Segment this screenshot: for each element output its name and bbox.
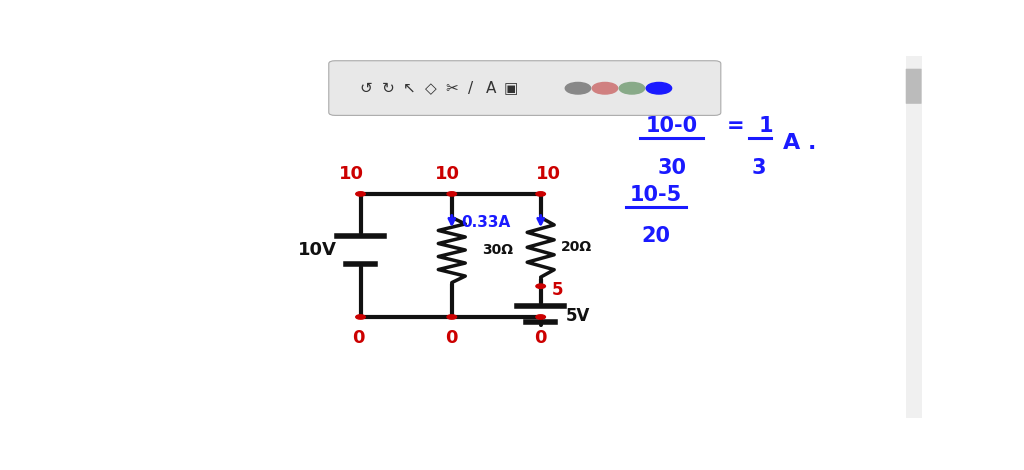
Circle shape — [355, 192, 366, 196]
Text: A .: A . — [782, 133, 816, 153]
Text: 5: 5 — [552, 281, 563, 299]
Bar — [905, 56, 922, 418]
Text: 0: 0 — [445, 329, 458, 347]
Text: 10: 10 — [339, 165, 364, 183]
Text: ✂: ✂ — [445, 81, 458, 96]
Text: A: A — [485, 81, 496, 96]
Circle shape — [646, 82, 672, 94]
Text: 0.33A: 0.33A — [461, 215, 511, 230]
Text: 3: 3 — [752, 158, 766, 178]
Text: 10-0: 10-0 — [645, 116, 697, 136]
FancyBboxPatch shape — [905, 69, 922, 104]
Text: =  1: = 1 — [727, 116, 774, 136]
Circle shape — [620, 82, 645, 94]
Text: ↻: ↻ — [382, 81, 394, 96]
Text: 30Ω: 30Ω — [482, 243, 513, 257]
Text: ◇: ◇ — [425, 81, 436, 96]
Text: 10: 10 — [435, 165, 461, 183]
Text: 10: 10 — [537, 165, 561, 183]
Text: ▣: ▣ — [504, 81, 518, 96]
Circle shape — [355, 315, 366, 319]
Text: 20Ω: 20Ω — [560, 240, 592, 254]
Circle shape — [536, 192, 546, 196]
Circle shape — [536, 284, 546, 289]
Text: 30: 30 — [657, 158, 686, 178]
FancyBboxPatch shape — [329, 61, 721, 116]
Text: ↺: ↺ — [359, 81, 373, 96]
Text: 0: 0 — [535, 329, 547, 347]
Text: 5V: 5V — [566, 307, 591, 325]
Circle shape — [592, 82, 617, 94]
Text: /: / — [468, 81, 473, 96]
Text: ↖: ↖ — [403, 81, 416, 96]
Circle shape — [447, 192, 457, 196]
Text: 20: 20 — [641, 227, 671, 246]
Text: 10-5: 10-5 — [630, 185, 682, 205]
Circle shape — [447, 315, 457, 319]
Text: 0: 0 — [352, 329, 365, 347]
Circle shape — [565, 82, 591, 94]
Text: 10V: 10V — [297, 241, 336, 259]
Circle shape — [536, 315, 546, 319]
